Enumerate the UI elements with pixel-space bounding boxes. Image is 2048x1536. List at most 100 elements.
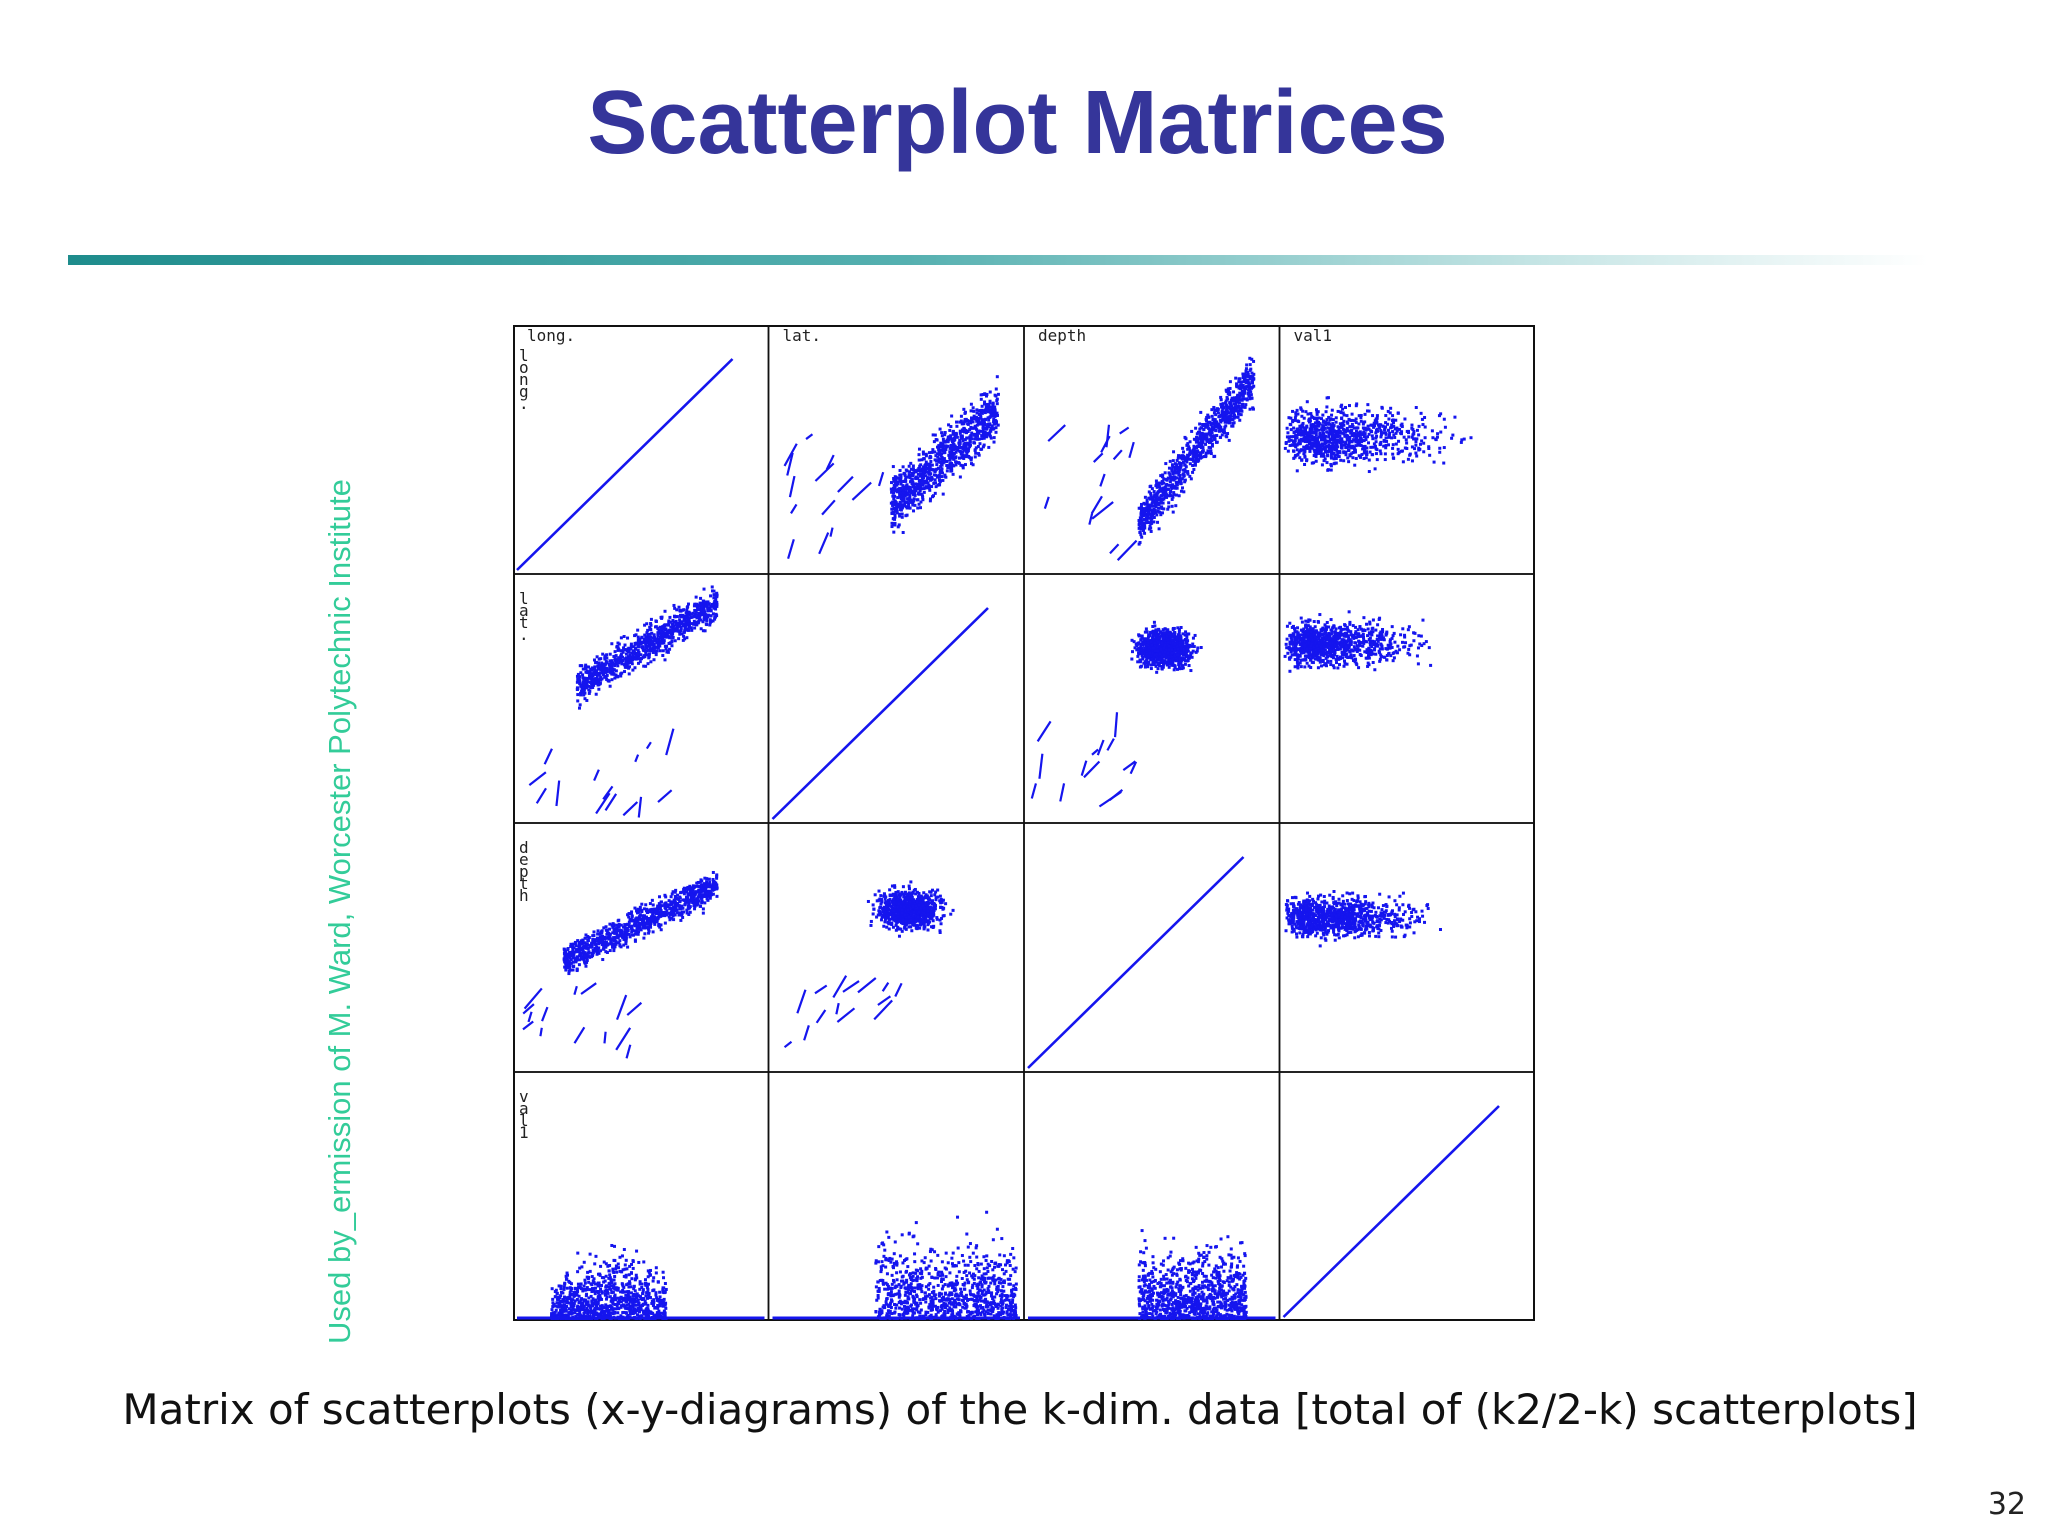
- scatter-point: [673, 639, 677, 643]
- scatter-point: [605, 673, 609, 677]
- scatter-point: [945, 469, 949, 473]
- scatter-point: [955, 446, 959, 450]
- scatter-point: [676, 629, 680, 633]
- scatter-point: [898, 468, 902, 472]
- scatter-point: [1314, 442, 1318, 446]
- track-segment: [1119, 426, 1130, 435]
- scatter-point: [1407, 435, 1411, 439]
- scatter-point: [1289, 428, 1293, 432]
- scatter-point: [929, 467, 933, 471]
- scatter-point: [1402, 435, 1406, 439]
- scatter-point: [1184, 652, 1188, 656]
- scatter-point: [1246, 378, 1250, 382]
- scatter-point: [1191, 458, 1195, 462]
- scatter-point: [701, 620, 705, 624]
- scatter-point: [1147, 633, 1151, 637]
- scatter-point: [620, 660, 624, 664]
- scatter-point: [905, 469, 909, 473]
- scatter-point: [634, 657, 638, 661]
- scatter-point: [1193, 463, 1197, 467]
- scatter-point: [1143, 518, 1147, 522]
- scatter-point: [1400, 422, 1404, 426]
- scatter-point: [909, 467, 913, 471]
- scatter-point: [633, 634, 637, 638]
- scatter-point: [1153, 641, 1157, 645]
- scatter-point: [1371, 618, 1375, 622]
- scatter-point: [678, 620, 682, 624]
- scatter-point: [1296, 412, 1300, 416]
- scatter-point: [1378, 634, 1382, 638]
- scatter-point: [1159, 494, 1163, 498]
- scatter-point: [1223, 416, 1227, 420]
- scatter-point: [896, 525, 900, 529]
- scatter-point: [1289, 650, 1293, 654]
- scatter-point: [1195, 435, 1199, 439]
- scatter-point: [916, 498, 920, 502]
- scatter-point: [1140, 502, 1144, 506]
- scatter-point: [1151, 496, 1155, 500]
- scatter-point: [1229, 409, 1233, 413]
- scatter-point: [691, 615, 695, 619]
- scatter-point: [890, 488, 894, 492]
- scatter-point: [909, 489, 913, 493]
- scatter-point: [1192, 444, 1196, 448]
- scatter-point: [702, 610, 706, 614]
- scatter-point: [1154, 500, 1158, 504]
- scatter-point: [1155, 639, 1159, 643]
- scatter-point: [1209, 430, 1213, 434]
- scatter-point: [1171, 660, 1175, 664]
- scatter-point: [1303, 449, 1307, 453]
- scatter-point: [1352, 654, 1356, 658]
- scatter-point: [1469, 436, 1473, 440]
- scatter-point: [584, 663, 588, 667]
- scatter-point: [1225, 404, 1229, 408]
- scatter-point: [630, 662, 634, 666]
- scatter-point: [962, 421, 966, 425]
- scatter-point: [935, 452, 939, 456]
- scatter-point: [1330, 451, 1334, 455]
- scatter-point: [1394, 649, 1398, 653]
- scatter-point: [1335, 645, 1339, 649]
- scatter-point: [700, 612, 704, 616]
- scatter-point: [988, 390, 992, 394]
- scatter-point: [683, 637, 687, 641]
- scatter-point: [714, 593, 718, 597]
- scatter-point: [1168, 474, 1172, 478]
- scatter-point: [1171, 459, 1175, 463]
- scatter-point: [1130, 657, 1134, 661]
- scatter-point: [1329, 663, 1333, 667]
- scatter-point: [1199, 451, 1203, 455]
- scatter-point: [1236, 393, 1240, 397]
- scatter-point: [1406, 431, 1410, 435]
- scatter-point: [1248, 397, 1252, 401]
- scatter-point: [1192, 645, 1196, 649]
- scatter-point: [1161, 633, 1165, 637]
- scatter-point: [1365, 450, 1369, 454]
- scatter-point: [933, 481, 937, 485]
- scatter-point: [1384, 443, 1388, 447]
- scatter-point: [1179, 661, 1183, 665]
- scatter-point: [1157, 527, 1161, 531]
- scatter-point: [1294, 413, 1298, 417]
- scatter-point: [948, 458, 952, 462]
- scatter-point: [921, 468, 925, 472]
- scatter-point: [1422, 450, 1426, 454]
- scatter-point: [609, 668, 613, 672]
- scatter-point: [628, 661, 632, 665]
- scatter-point: [1340, 444, 1344, 448]
- scatter-point: [1175, 480, 1179, 484]
- scatter-point: [601, 671, 605, 675]
- scatter-point: [1350, 418, 1354, 422]
- scatter-point: [1386, 428, 1390, 432]
- scatter-point: [688, 613, 692, 617]
- scatter-point: [1362, 616, 1366, 620]
- scatter-point: [1310, 461, 1314, 465]
- scatter-point: [638, 637, 642, 641]
- scatter-point: [708, 618, 712, 622]
- scatter-point: [977, 429, 981, 433]
- scatter-point: [1223, 420, 1227, 424]
- scatter-point: [948, 446, 952, 450]
- scatter-point: [1297, 442, 1301, 446]
- scatter-point: [642, 637, 646, 641]
- scatter-point: [1219, 395, 1223, 399]
